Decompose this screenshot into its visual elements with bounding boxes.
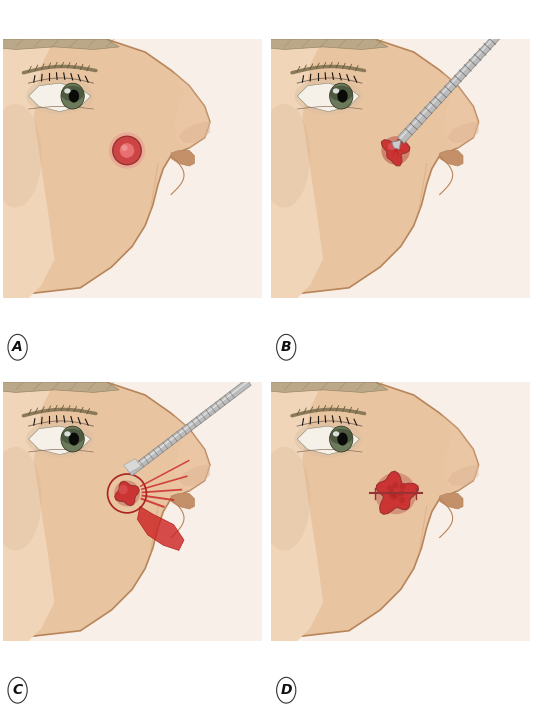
Polygon shape bbox=[440, 493, 463, 509]
Circle shape bbox=[114, 480, 140, 506]
Ellipse shape bbox=[69, 432, 79, 445]
Polygon shape bbox=[0, 39, 119, 49]
Ellipse shape bbox=[61, 426, 84, 452]
Polygon shape bbox=[440, 70, 479, 148]
Ellipse shape bbox=[61, 429, 84, 444]
Ellipse shape bbox=[64, 431, 71, 437]
Circle shape bbox=[387, 485, 394, 491]
Ellipse shape bbox=[26, 421, 93, 458]
Polygon shape bbox=[382, 140, 410, 165]
Ellipse shape bbox=[329, 429, 353, 444]
Circle shape bbox=[382, 136, 410, 165]
Ellipse shape bbox=[61, 83, 84, 109]
Circle shape bbox=[118, 485, 128, 494]
Polygon shape bbox=[259, 39, 388, 49]
Polygon shape bbox=[138, 506, 184, 551]
Circle shape bbox=[119, 142, 135, 158]
Ellipse shape bbox=[69, 90, 79, 102]
Ellipse shape bbox=[26, 78, 93, 115]
Polygon shape bbox=[259, 382, 479, 641]
Polygon shape bbox=[29, 83, 91, 112]
Polygon shape bbox=[259, 382, 323, 641]
Polygon shape bbox=[115, 481, 139, 505]
Ellipse shape bbox=[333, 431, 340, 437]
Ellipse shape bbox=[0, 447, 42, 551]
Polygon shape bbox=[0, 382, 210, 641]
Circle shape bbox=[392, 493, 399, 500]
Polygon shape bbox=[259, 39, 479, 298]
Polygon shape bbox=[440, 413, 479, 491]
Ellipse shape bbox=[329, 426, 353, 452]
Polygon shape bbox=[124, 459, 141, 473]
Circle shape bbox=[375, 473, 416, 514]
Ellipse shape bbox=[329, 86, 353, 101]
Polygon shape bbox=[297, 426, 359, 455]
Ellipse shape bbox=[64, 88, 71, 94]
Polygon shape bbox=[259, 382, 388, 392]
Polygon shape bbox=[128, 381, 248, 473]
Ellipse shape bbox=[259, 447, 310, 551]
Polygon shape bbox=[171, 413, 210, 491]
Circle shape bbox=[388, 142, 395, 150]
Circle shape bbox=[109, 132, 145, 168]
Polygon shape bbox=[179, 465, 210, 485]
Polygon shape bbox=[392, 140, 401, 150]
Text: B: B bbox=[281, 340, 292, 354]
Ellipse shape bbox=[295, 78, 362, 115]
Polygon shape bbox=[399, 32, 499, 140]
Ellipse shape bbox=[0, 104, 42, 208]
Ellipse shape bbox=[333, 88, 340, 94]
Circle shape bbox=[390, 493, 396, 499]
Ellipse shape bbox=[337, 90, 348, 102]
Ellipse shape bbox=[329, 83, 353, 109]
Polygon shape bbox=[440, 150, 463, 166]
Polygon shape bbox=[259, 39, 323, 298]
Circle shape bbox=[113, 136, 141, 165]
Text: D: D bbox=[280, 683, 292, 697]
Circle shape bbox=[122, 145, 127, 151]
Circle shape bbox=[398, 490, 404, 497]
Polygon shape bbox=[0, 39, 210, 298]
Polygon shape bbox=[376, 471, 418, 514]
Polygon shape bbox=[398, 32, 502, 143]
Circle shape bbox=[399, 497, 405, 503]
Circle shape bbox=[392, 482, 399, 488]
Circle shape bbox=[389, 490, 395, 497]
Circle shape bbox=[400, 483, 406, 490]
Polygon shape bbox=[171, 493, 195, 509]
Polygon shape bbox=[171, 70, 210, 148]
Polygon shape bbox=[297, 83, 359, 112]
Text: C: C bbox=[13, 683, 22, 697]
Ellipse shape bbox=[295, 421, 362, 458]
Polygon shape bbox=[0, 382, 54, 641]
Polygon shape bbox=[447, 465, 479, 485]
Ellipse shape bbox=[61, 86, 84, 101]
Polygon shape bbox=[29, 426, 91, 455]
Polygon shape bbox=[171, 150, 195, 166]
Ellipse shape bbox=[337, 432, 348, 445]
Polygon shape bbox=[179, 122, 210, 142]
Polygon shape bbox=[447, 122, 479, 142]
Polygon shape bbox=[127, 379, 251, 476]
Polygon shape bbox=[0, 382, 119, 392]
Polygon shape bbox=[0, 39, 54, 298]
Text: A: A bbox=[12, 340, 23, 354]
Ellipse shape bbox=[259, 104, 310, 208]
